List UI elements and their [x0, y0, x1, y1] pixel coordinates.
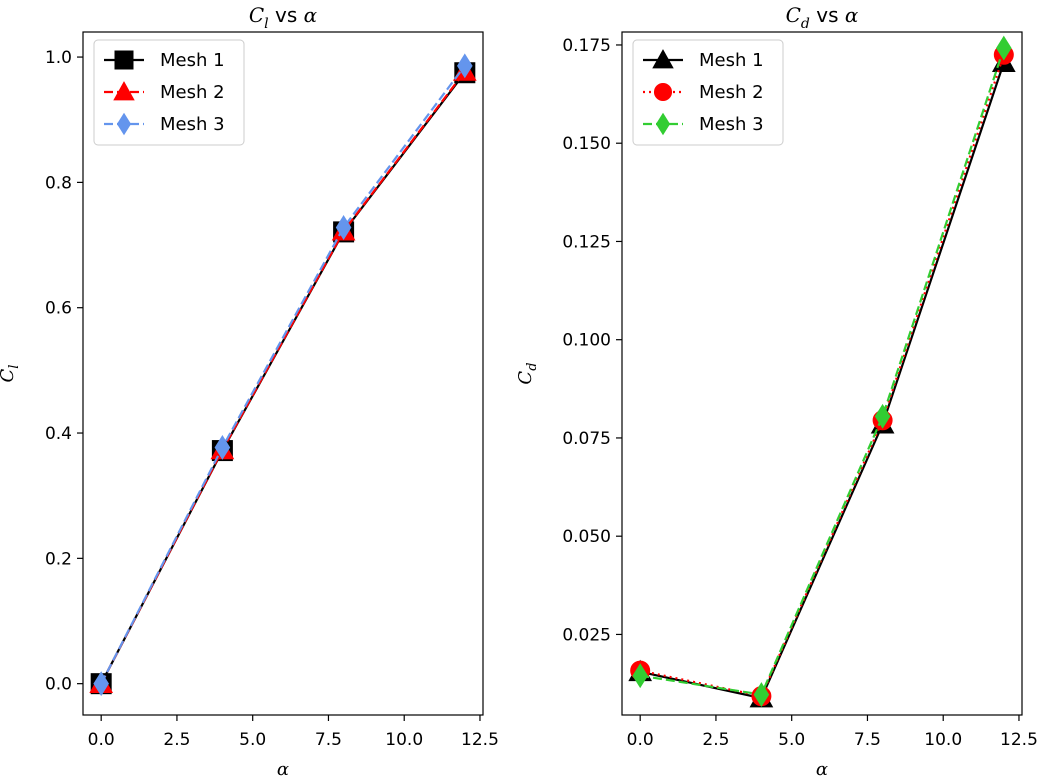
y-tick-label: 0.6 — [45, 299, 72, 319]
y-tick-label: 0.050 — [562, 527, 611, 547]
legend: Mesh 1 Mesh 2 Mesh 3 — [93, 39, 245, 146]
y-tick-label: 0.100 — [562, 331, 611, 351]
series-line — [640, 47, 1005, 696]
x-tick-label: 10.0 — [924, 730, 962, 750]
y-tick-label: 0.0 — [45, 675, 72, 695]
y-tick-label: 0.2 — [45, 549, 72, 569]
legend-marker — [655, 112, 671, 136]
data-point — [214, 434, 231, 460]
data-point — [335, 215, 352, 240]
data-point — [874, 403, 891, 429]
x-axis-label: α — [277, 759, 289, 778]
series-line — [100, 72, 466, 685]
x-tick-label: 10.0 — [385, 730, 423, 750]
y-tick-label: 0.8 — [45, 173, 72, 193]
x-tick-label: 7.5 — [854, 730, 881, 750]
chart-title: Cl vs α — [249, 3, 318, 32]
series-line — [100, 70, 466, 685]
legend: Mesh 1 Mesh 2 Mesh 3 — [632, 39, 784, 146]
legend-label: Mesh 1 — [699, 50, 764, 71]
x-tick-label: 12.5 — [461, 730, 499, 750]
data-point — [753, 682, 770, 708]
legend-marker — [113, 81, 135, 101]
data-point — [457, 53, 473, 79]
plot-frame — [82, 31, 484, 716]
legend-marker — [114, 50, 134, 70]
data-point — [996, 35, 1012, 61]
y-tick-label: 1.0 — [45, 48, 72, 68]
legend-label: Mesh 2 — [160, 82, 225, 103]
y-tick-label: 0.150 — [562, 134, 611, 154]
x-tick-label: 12.5 — [1000, 730, 1037, 750]
y-axis-label: Cl — [0, 365, 22, 383]
plot-frame — [621, 31, 1023, 716]
data-point — [93, 671, 109, 697]
legend-label: Mesh 3 — [160, 114, 225, 135]
x-tick-label: 0.0 — [627, 730, 654, 750]
series-mesh-1 — [90, 62, 476, 695]
series-mesh-1 — [628, 50, 1016, 708]
series-mesh-2 — [89, 59, 477, 693]
legend-marker — [653, 82, 673, 102]
y-tick-label: 0.175 — [562, 36, 611, 56]
chart-title: Cd vs α — [786, 3, 859, 32]
subplot-2: Cd vs α 0.0 2.5 5.0 7.5 10.0 12.5 0.025 0.050 0.0… — [515, 3, 1037, 778]
legend-label: Mesh 1 — [160, 50, 225, 71]
y-axis-label: Cd — [515, 362, 540, 384]
x-tick-label: 0.0 — [88, 730, 115, 750]
series-line — [100, 65, 466, 685]
y-tick-label: 0.4 — [45, 424, 72, 444]
y-tick-label: 0.025 — [562, 625, 611, 645]
series-line — [639, 62, 1005, 700]
subplot-1: Cl vs α 0.0 2.5 5.0 7.5 10.0 12.5 0.0 0.2 0.4 0.6 0… — [0, 3, 499, 778]
data-point — [632, 663, 648, 689]
x-tick-label: 5.0 — [239, 730, 266, 750]
series-mesh-3 — [632, 35, 1012, 708]
series-mesh-3 — [93, 53, 473, 697]
legend-label: Mesh 2 — [699, 82, 764, 103]
x-axis-label: α — [816, 759, 828, 778]
series-line — [639, 54, 1005, 698]
x-tick-label: 7.5 — [315, 730, 342, 750]
x-tick-label: 5.0 — [778, 730, 805, 750]
x-tick-label: 2.5 — [702, 730, 729, 750]
x-tick-label: 2.5 — [163, 730, 190, 750]
y-tick-label: 0.125 — [562, 232, 611, 252]
y-tick-label: 0.075 — [562, 429, 611, 449]
legend-marker — [116, 112, 132, 136]
legend-label: Mesh 3 — [699, 114, 764, 135]
legend-marker — [652, 49, 674, 69]
